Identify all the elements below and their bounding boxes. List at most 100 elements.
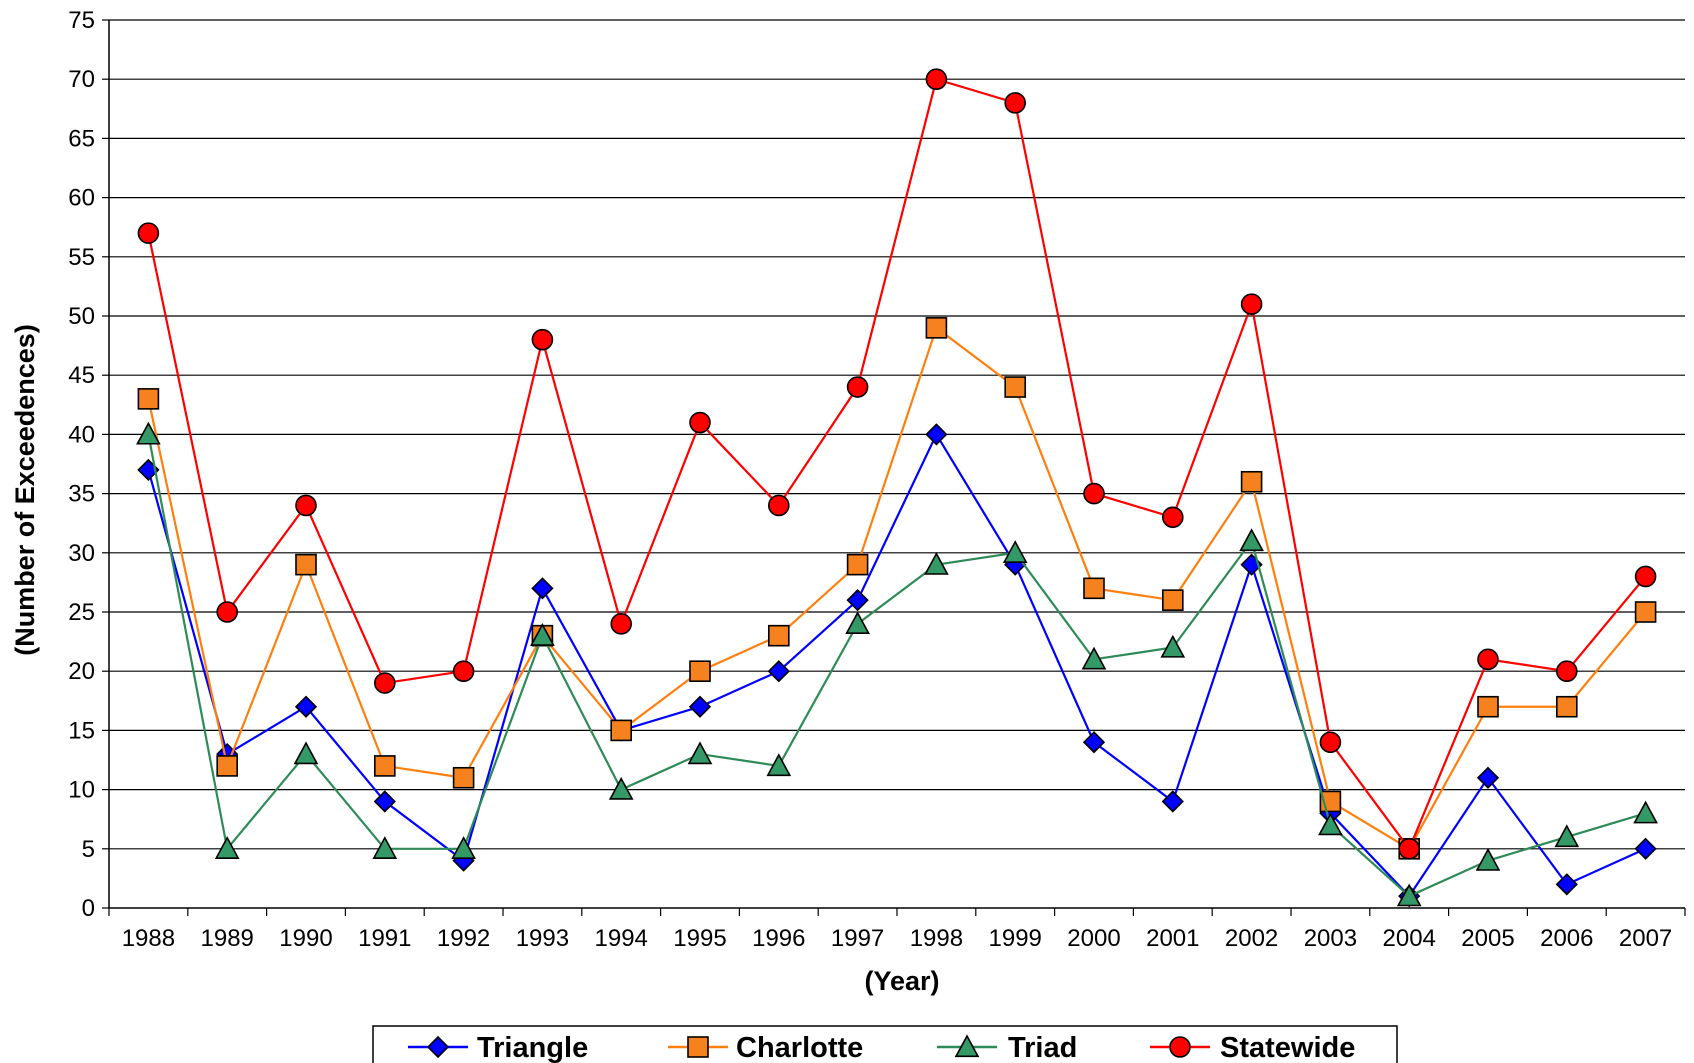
legend-label: Triangle [477, 1032, 588, 1063]
legend-marker-diamond [426, 1035, 450, 1059]
x-tick-label-2007: 2007 [1619, 925, 1672, 952]
series-triad [136, 421, 1658, 907]
data-point-charlotte-1999 [1004, 376, 1027, 398]
legend-item-charlotte: Charlotte [668, 1032, 863, 1063]
data-point-charlotte-1997 [846, 553, 869, 576]
data-point-triangle-1990 [294, 695, 318, 718]
data-point-statewide-2000 [1083, 482, 1105, 505]
data-point-statewide-1998 [925, 68, 948, 90]
data-point-statewide-1995 [689, 411, 711, 434]
y-tick-label: 75 [68, 7, 95, 34]
data-point-triad-2001 [1160, 634, 1186, 658]
data-point-statewide-1991 [373, 672, 396, 694]
y-tick-label: 5 [82, 836, 95, 863]
legend-item-statewide: Statewide [1150, 1032, 1355, 1063]
data-point-triangle-2006 [1555, 873, 1578, 896]
data-point-triangle-2007 [1634, 837, 1657, 860]
series-line-triad [147, 434, 1646, 898]
x-tick-label-1991: 1991 [358, 925, 411, 952]
data-point-charlotte-1989 [216, 755, 238, 777]
x-tick-label-1988: 1988 [122, 925, 175, 952]
y-tick-label: 10 [68, 777, 95, 804]
y-tick-label: 50 [68, 303, 95, 330]
data-point-statewide-1996 [767, 494, 790, 517]
y-tick-label: 0 [82, 895, 95, 922]
data-point-statewide-1992 [452, 660, 475, 683]
x-tick-label-1989: 1989 [201, 925, 254, 952]
data-point-statewide-1999 [1004, 92, 1027, 114]
data-point-charlotte-1998 [925, 317, 948, 339]
y-tick-label: 55 [68, 244, 95, 271]
data-point-charlotte-1990 [295, 553, 317, 576]
series-statewide [137, 68, 1657, 860]
data-point-triad-1991 [372, 836, 398, 859]
data-point-statewide-2006 [1556, 660, 1578, 683]
x-tick-labels: 1988 1989 1990 1991 1992 1993 1994 1995 1996 1997… [122, 925, 1673, 952]
data-point-triangle-1997 [846, 589, 869, 612]
legend-item-triad: Triad [937, 1032, 1077, 1063]
y-tick-label: 25 [68, 599, 95, 626]
data-point-triangle-2000 [1082, 731, 1106, 754]
data-point-charlotte-1992 [452, 766, 475, 789]
data-point-statewide-1989 [216, 601, 238, 623]
data-point-triad-2007 [1633, 800, 1658, 824]
data-point-charlotte-2000 [1083, 577, 1105, 600]
x-tick-label-2004: 2004 [1383, 925, 1436, 952]
data-point-statewide-1990 [295, 494, 317, 517]
axes [102, 19, 1686, 916]
y-tick-label: 35 [68, 481, 95, 508]
data-point-charlotte-2006 [1556, 695, 1578, 718]
series-group [136, 68, 1658, 908]
y-tick-label: 60 [68, 185, 95, 212]
data-point-triad-1998 [924, 551, 949, 575]
series-line-statewide [147, 77, 1647, 852]
series-line-charlotte [147, 326, 1647, 851]
data-point-charlotte-1996 [767, 624, 790, 647]
data-point-triad-2002 [1239, 528, 1264, 552]
data-point-triangle-1991 [373, 790, 396, 813]
data-point-triangle-2005 [1476, 766, 1500, 789]
data-point-charlotte-1988 [137, 388, 160, 410]
x-tick-label-1995: 1995 [673, 925, 726, 952]
data-point-triad-2000 [1081, 646, 1107, 670]
x-axis-title: (Year) [864, 966, 939, 996]
y-tick-label: 70 [68, 66, 95, 93]
y-tick-label: 30 [68, 540, 95, 567]
y-tick-label: 20 [68, 658, 95, 685]
x-tick-label-1992: 1992 [437, 925, 490, 952]
data-point-triad-1992 [451, 836, 476, 859]
y-tick-label: 45 [68, 362, 95, 389]
x-tick-label-2000: 2000 [1067, 925, 1120, 952]
y-tick-label: 15 [68, 717, 95, 744]
x-tick-label-1997: 1997 [831, 925, 884, 952]
data-point-triad-1989 [214, 836, 240, 859]
data-point-triad-1994 [608, 776, 634, 800]
series-line-triangle [147, 432, 1647, 898]
data-point-triad-2005 [1475, 847, 1501, 871]
data-point-statewide-2001 [1162, 506, 1184, 529]
y-tick-labels: 0 5 10 15 20 25 30 35 40 45 50 55 60 65 70 75 [68, 7, 95, 922]
series-triangle [137, 423, 1657, 908]
data-point-charlotte-1991 [373, 755, 396, 777]
data-point-triad-2006 [1554, 824, 1580, 848]
data-point-statewide-2007 [1634, 565, 1657, 588]
y-axis-title: (Number of Exceedences) [10, 324, 40, 656]
legend-label: Charlotte [736, 1032, 863, 1063]
data-point-statewide-1994 [610, 613, 633, 635]
legend-marker-triangle [954, 1034, 980, 1058]
data-point-statewide-1993 [531, 328, 554, 351]
x-tick-label-2003: 2003 [1304, 925, 1357, 952]
data-point-triangle-1995 [688, 695, 712, 718]
data-point-statewide-2002 [1240, 293, 1263, 315]
data-point-triad-1997 [845, 611, 870, 634]
legend-marker-square [687, 1036, 709, 1058]
x-tick-label-1996: 1996 [752, 925, 805, 952]
data-point-triad-1993 [530, 622, 555, 646]
legend-item-triangle: Triangle [408, 1032, 588, 1063]
x-tick-label-1994: 1994 [595, 925, 648, 952]
data-point-charlotte-1995 [689, 660, 711, 683]
data-point-triad-1999 [1002, 540, 1028, 563]
data-point-statewide-1988 [137, 222, 160, 244]
x-tick-label-2002: 2002 [1225, 925, 1278, 952]
x-tick-label-1993: 1993 [516, 925, 569, 952]
